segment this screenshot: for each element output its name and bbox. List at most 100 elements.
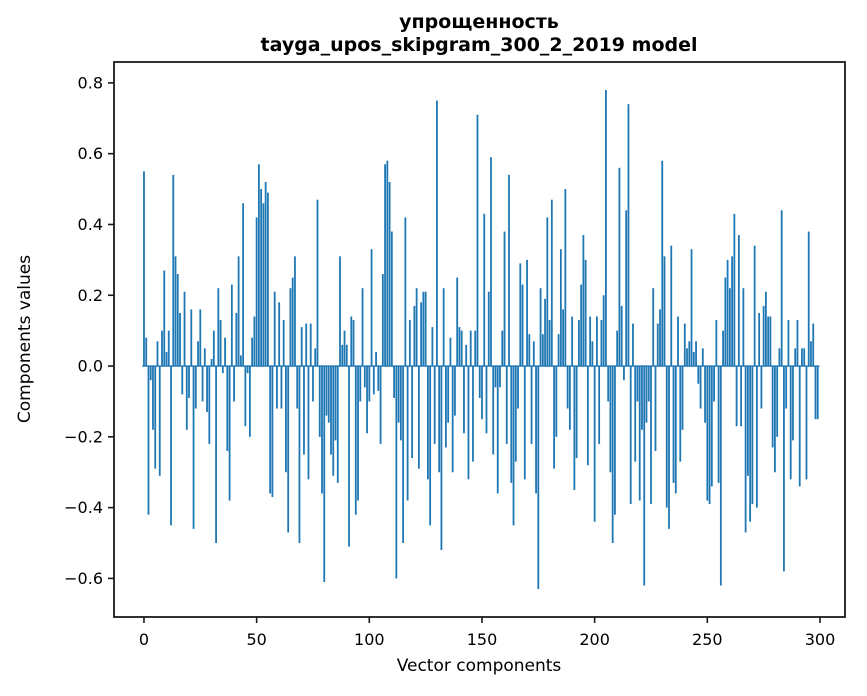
bar [679,366,682,462]
bar [474,330,477,367]
bar [379,366,382,444]
bar [812,323,815,367]
bar [440,366,443,551]
bar [384,164,386,367]
bar [647,366,650,402]
bar [208,366,211,444]
bar [246,366,249,374]
bar [361,288,364,367]
bar [724,277,727,367]
bar [188,366,190,398]
bar [591,341,594,367]
x-tick-label: 0 [139,630,149,649]
x-tick-label: 100 [354,630,385,649]
bar [490,157,492,367]
bar [451,366,454,473]
bar [201,366,204,402]
bar [526,259,528,367]
bar [273,291,276,367]
bar [629,366,632,505]
bar [614,366,616,515]
bar [803,348,806,367]
bar [609,366,612,473]
bar [404,217,407,367]
bar [357,366,359,501]
bar [686,348,688,367]
x-tick-label: 250 [692,630,723,649]
bar [794,348,797,367]
bar [564,189,567,367]
bar [154,366,157,469]
bar [321,366,323,494]
bar [789,366,792,480]
bar [537,366,540,590]
bar [350,316,353,367]
bar [645,366,648,423]
axis-ticks-group [108,82,821,623]
bar [325,366,328,416]
bar [411,366,414,459]
bar [458,327,461,367]
bar [801,348,803,367]
bar [659,309,661,367]
bar [674,366,677,494]
bar [397,366,400,423]
bar [816,366,819,420]
bar [744,366,747,533]
bar [179,312,181,367]
bar [264,181,267,367]
bar [634,366,637,462]
bar [327,366,330,423]
bar [771,366,774,448]
bar [550,199,553,367]
bar [210,358,213,367]
bar [176,274,179,367]
bar [546,217,549,367]
bar [598,366,601,444]
bar [278,302,281,367]
bar [291,277,294,367]
chart-title: упрощенность [399,11,559,33]
bar [654,366,657,451]
bar [740,366,743,427]
bar [429,366,432,526]
bar [143,171,145,367]
bar [530,366,533,444]
bar [375,351,377,367]
bar [807,231,810,367]
bar [553,366,555,469]
bar [388,181,391,367]
bar [199,309,202,367]
bar [544,298,546,367]
bar [697,366,700,384]
bar [167,330,170,367]
bar [158,366,161,476]
bar [436,100,438,367]
bar [174,256,177,367]
bar [395,366,398,579]
bar [616,330,619,367]
bar [798,366,801,487]
bar [228,366,231,501]
bar [719,366,722,586]
bar [197,341,199,367]
bar [431,327,434,367]
bar [276,366,278,409]
bar [787,320,790,367]
bar [449,337,452,367]
bar [611,366,614,544]
y-tick-label: 0.0 [78,357,103,376]
bar [814,366,817,420]
bar [381,274,384,367]
y-tick-label: 0.2 [78,286,103,305]
x-axis-label: Vector components [397,656,562,676]
bar [239,355,242,367]
bar [212,330,215,367]
bar [695,341,697,367]
bar [469,330,472,367]
bar [221,366,224,374]
bar [638,366,641,501]
bar [623,366,625,381]
